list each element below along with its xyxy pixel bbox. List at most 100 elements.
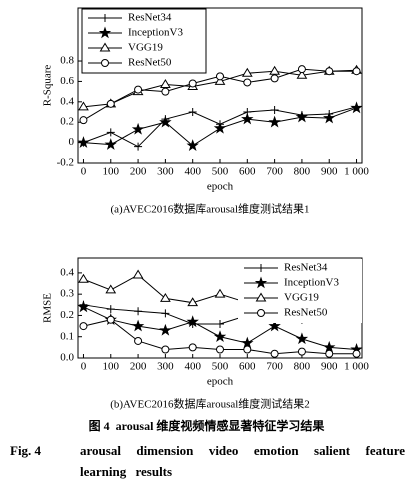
data-point (214, 75, 226, 85)
data-point (325, 67, 334, 76)
data-point (134, 85, 143, 94)
data-point (134, 336, 143, 345)
data-point (161, 345, 170, 354)
legend-label: ResNet50 (128, 57, 172, 69)
data-point (187, 297, 199, 307)
data-point (79, 322, 88, 331)
y-tick-label: 0.3 (60, 288, 74, 300)
data-point (352, 67, 361, 76)
y-tick-label: 0.6 (60, 75, 74, 87)
data-point (268, 319, 281, 332)
legend-label: ResNet34 (128, 12, 172, 24)
figure: -0.2 0 0.2 0.4 0.6 0.8 0 100 200 300 400 500 600 700 8… (42, 7, 369, 411)
y-axis-label: RMSE (42, 293, 54, 323)
data-point (134, 142, 143, 151)
data-point (105, 284, 117, 294)
caption-label-en: Fig. 4 (10, 443, 42, 458)
legend-label: InceptionV3 (128, 27, 183, 39)
data-point (134, 307, 143, 316)
x-tick-label: 800 (294, 361, 311, 373)
x-tick-label: 400 (184, 361, 201, 373)
data-point (241, 112, 254, 125)
legend-marker (254, 276, 268, 289)
data-point (241, 67, 253, 77)
x-tick-label: 500 (212, 361, 229, 373)
x-tick-label: 400 (184, 166, 201, 178)
x-tick-label: 200 (130, 166, 147, 178)
data-point (104, 138, 117, 150)
x-tick-label: 700 (266, 166, 283, 178)
data-point (216, 72, 224, 81)
caption-title-en: arousal dimension video emotion salient … (80, 443, 405, 479)
x-tick-label: 700 (266, 361, 283, 373)
data-point (160, 292, 171, 302)
data-point (350, 101, 363, 114)
legend-marker (255, 292, 267, 302)
subtitle: (a)AVEC2016数据库arousal维度测试结果1 (111, 202, 310, 216)
data-point (188, 108, 197, 117)
x-tick-label: 600 (239, 166, 256, 178)
data-point (131, 319, 145, 332)
legend-label: ResNet50 (284, 307, 328, 319)
data-point (268, 115, 281, 128)
caption-cn: 图 4 arousal 维度视频情感显著特征学习结果 (0, 417, 413, 434)
legend-marker (257, 309, 265, 317)
x-tick-label: 300 (157, 166, 174, 178)
data-point (323, 340, 336, 353)
data-point (132, 269, 144, 279)
legend-label: ResNet34 (284, 262, 328, 274)
data-point (270, 105, 279, 114)
x-tick-label: 0 (81, 361, 87, 373)
data-point (295, 332, 309, 345)
data-point (159, 115, 172, 128)
data-point (161, 309, 170, 318)
x-tick-label: 900 (321, 361, 338, 373)
data-point (296, 69, 308, 79)
data-point (106, 315, 115, 324)
legend-label: VGG19 (284, 292, 319, 304)
x-tick-label: 100 (103, 361, 120, 373)
data-point (297, 65, 306, 74)
y-tick-label: 0.1 (60, 330, 74, 342)
legend-marker (257, 264, 265, 272)
caption-en: Fig. 4 arousal dimension video emotion sa… (10, 440, 405, 482)
x-tick-label: 200 (130, 361, 147, 373)
data-point (213, 330, 227, 343)
data-point (270, 349, 279, 358)
x-axis-label: epoch (207, 181, 234, 193)
data-point (243, 78, 252, 87)
data-point (188, 79, 197, 88)
y-axis-label: R-Square (42, 65, 54, 107)
legend-marker (98, 26, 112, 39)
y-tick-label: -0.2 (57, 157, 74, 169)
data-point (269, 65, 280, 75)
x-axis-label: epoch (207, 376, 234, 388)
data-point (106, 99, 115, 108)
x-tick-label: 500 (212, 166, 229, 178)
data-point (79, 116, 88, 125)
data-point (295, 110, 309, 123)
data-point (323, 111, 336, 124)
legend-marker (99, 42, 111, 52)
data-point (186, 315, 199, 328)
data-point (214, 288, 226, 298)
legend-label: InceptionV3 (284, 277, 339, 289)
x-tick-label: 1 000 (344, 361, 369, 373)
x-tick-label: 800 (294, 166, 311, 178)
y-tick-label: 0.0 (60, 352, 74, 364)
data-point (161, 87, 170, 96)
data-point (77, 300, 90, 313)
x-tick-label: 1 000 (344, 166, 369, 178)
data-point (160, 79, 171, 88)
data-point (213, 121, 227, 134)
data-point (216, 345, 224, 354)
legend-label: VGG19 (128, 42, 163, 54)
x-tick-label: 300 (157, 361, 174, 373)
data-point (270, 74, 279, 83)
x-tick-label: 100 (103, 166, 120, 178)
data-point (159, 323, 172, 336)
y-tick-label: 0.4 (60, 266, 74, 278)
y-tick-label: 0.8 (60, 55, 74, 67)
caption-title-cn: arousal 维度视频情感显著特征学习结果 (115, 419, 325, 433)
y-tick-label: 0 (69, 136, 75, 148)
